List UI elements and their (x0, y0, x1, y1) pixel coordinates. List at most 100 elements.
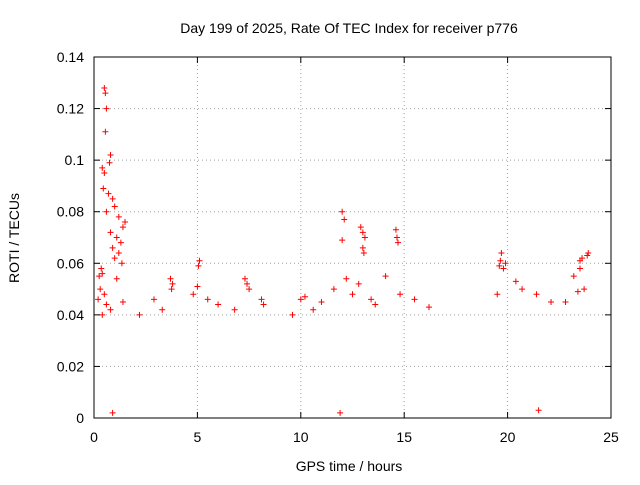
data-point (562, 298, 569, 305)
grid-lines (94, 57, 611, 418)
data-point (167, 275, 174, 282)
data-point (382, 273, 389, 280)
data-point (502, 260, 509, 267)
data-point (109, 244, 116, 251)
y-tick-label: 0.06 (57, 255, 84, 271)
data-point (570, 273, 577, 280)
data-point (231, 306, 238, 313)
data-point (195, 262, 202, 269)
data-point (500, 265, 507, 272)
data-point (244, 280, 251, 287)
data-point (194, 283, 201, 290)
data-point (122, 219, 129, 226)
data-point (113, 234, 120, 241)
data-point (258, 296, 265, 303)
data-point (339, 208, 346, 215)
data-point (215, 301, 222, 308)
data-point (360, 249, 367, 256)
data-point (494, 291, 501, 298)
data-point (359, 244, 366, 251)
data-point (372, 301, 379, 308)
x-tick-label: 15 (396, 429, 412, 445)
chart-title: Day 199 of 2025, Rate Of TEC Index for r… (180, 20, 518, 36)
data-point (169, 280, 176, 287)
data-point (397, 291, 404, 298)
data-point (533, 291, 540, 298)
x-tick-label: 10 (293, 429, 309, 445)
data-point (99, 311, 106, 318)
data-point (581, 286, 588, 293)
data-point (330, 286, 337, 293)
data-point (337, 409, 344, 416)
data-point (584, 252, 591, 259)
data-point (111, 255, 118, 262)
data-point (310, 306, 317, 313)
x-tick-label: 0 (90, 429, 98, 445)
data-point (115, 249, 122, 256)
data-point (119, 224, 126, 231)
data-point (118, 260, 125, 267)
data-point (585, 249, 592, 256)
data-point (246, 286, 253, 293)
data-point (111, 203, 118, 210)
data-point (548, 298, 555, 305)
data-point (497, 257, 504, 264)
data-point (96, 273, 103, 280)
axis-ticks (93, 56, 612, 419)
data-point (109, 195, 116, 202)
data-point (190, 291, 197, 298)
y-tick-label: 0.02 (57, 358, 84, 374)
data-point (368, 296, 375, 303)
data-point (107, 306, 114, 313)
data-point (411, 296, 418, 303)
y-tick-label: 0.04 (57, 307, 84, 323)
tick-labels: 0 5 10 15 20 25 0 0.02 0.04 0.06 0.08 0.1 0.12 0.14 (57, 49, 619, 445)
y-tick-label: 0 (76, 410, 84, 426)
y-tick-label: 0.1 (65, 152, 85, 168)
data-point (339, 237, 346, 244)
data-point (100, 185, 107, 192)
data-point (99, 270, 106, 277)
data-point (297, 296, 304, 303)
data-point (392, 226, 399, 233)
data-point (260, 301, 267, 308)
data-point (101, 291, 108, 298)
data-point (101, 170, 108, 177)
data-point (98, 265, 105, 272)
data-point (115, 213, 122, 220)
data-point (426, 304, 433, 311)
data-point (535, 407, 542, 414)
data-point (289, 311, 296, 318)
data-point (103, 301, 110, 308)
data-point (357, 224, 364, 231)
x-axis-label: GPS time / hours (296, 458, 403, 474)
data-point (359, 229, 366, 236)
data-point (97, 286, 104, 293)
data-point (95, 296, 102, 303)
data-point (102, 128, 109, 135)
data-point (150, 296, 157, 303)
data-point (196, 257, 203, 264)
x-tick-label: 5 (194, 429, 202, 445)
data-point (117, 239, 124, 246)
x-tick-label: 20 (500, 429, 516, 445)
data-point (113, 275, 120, 282)
data-point (343, 275, 350, 282)
data-point (349, 291, 356, 298)
data-point (512, 278, 519, 285)
data-point (519, 286, 526, 293)
data-point (106, 159, 113, 166)
data-point (301, 293, 308, 300)
data-point (574, 288, 581, 295)
y-axis-label: ROTI / TECUs (6, 193, 22, 283)
data-point (107, 229, 114, 236)
data-point (318, 298, 325, 305)
y-tick-label: 0.12 (57, 101, 84, 117)
data-point (355, 280, 362, 287)
data-point (576, 257, 583, 264)
data-point (496, 262, 503, 269)
data-point (241, 275, 248, 282)
data-point (341, 216, 348, 223)
